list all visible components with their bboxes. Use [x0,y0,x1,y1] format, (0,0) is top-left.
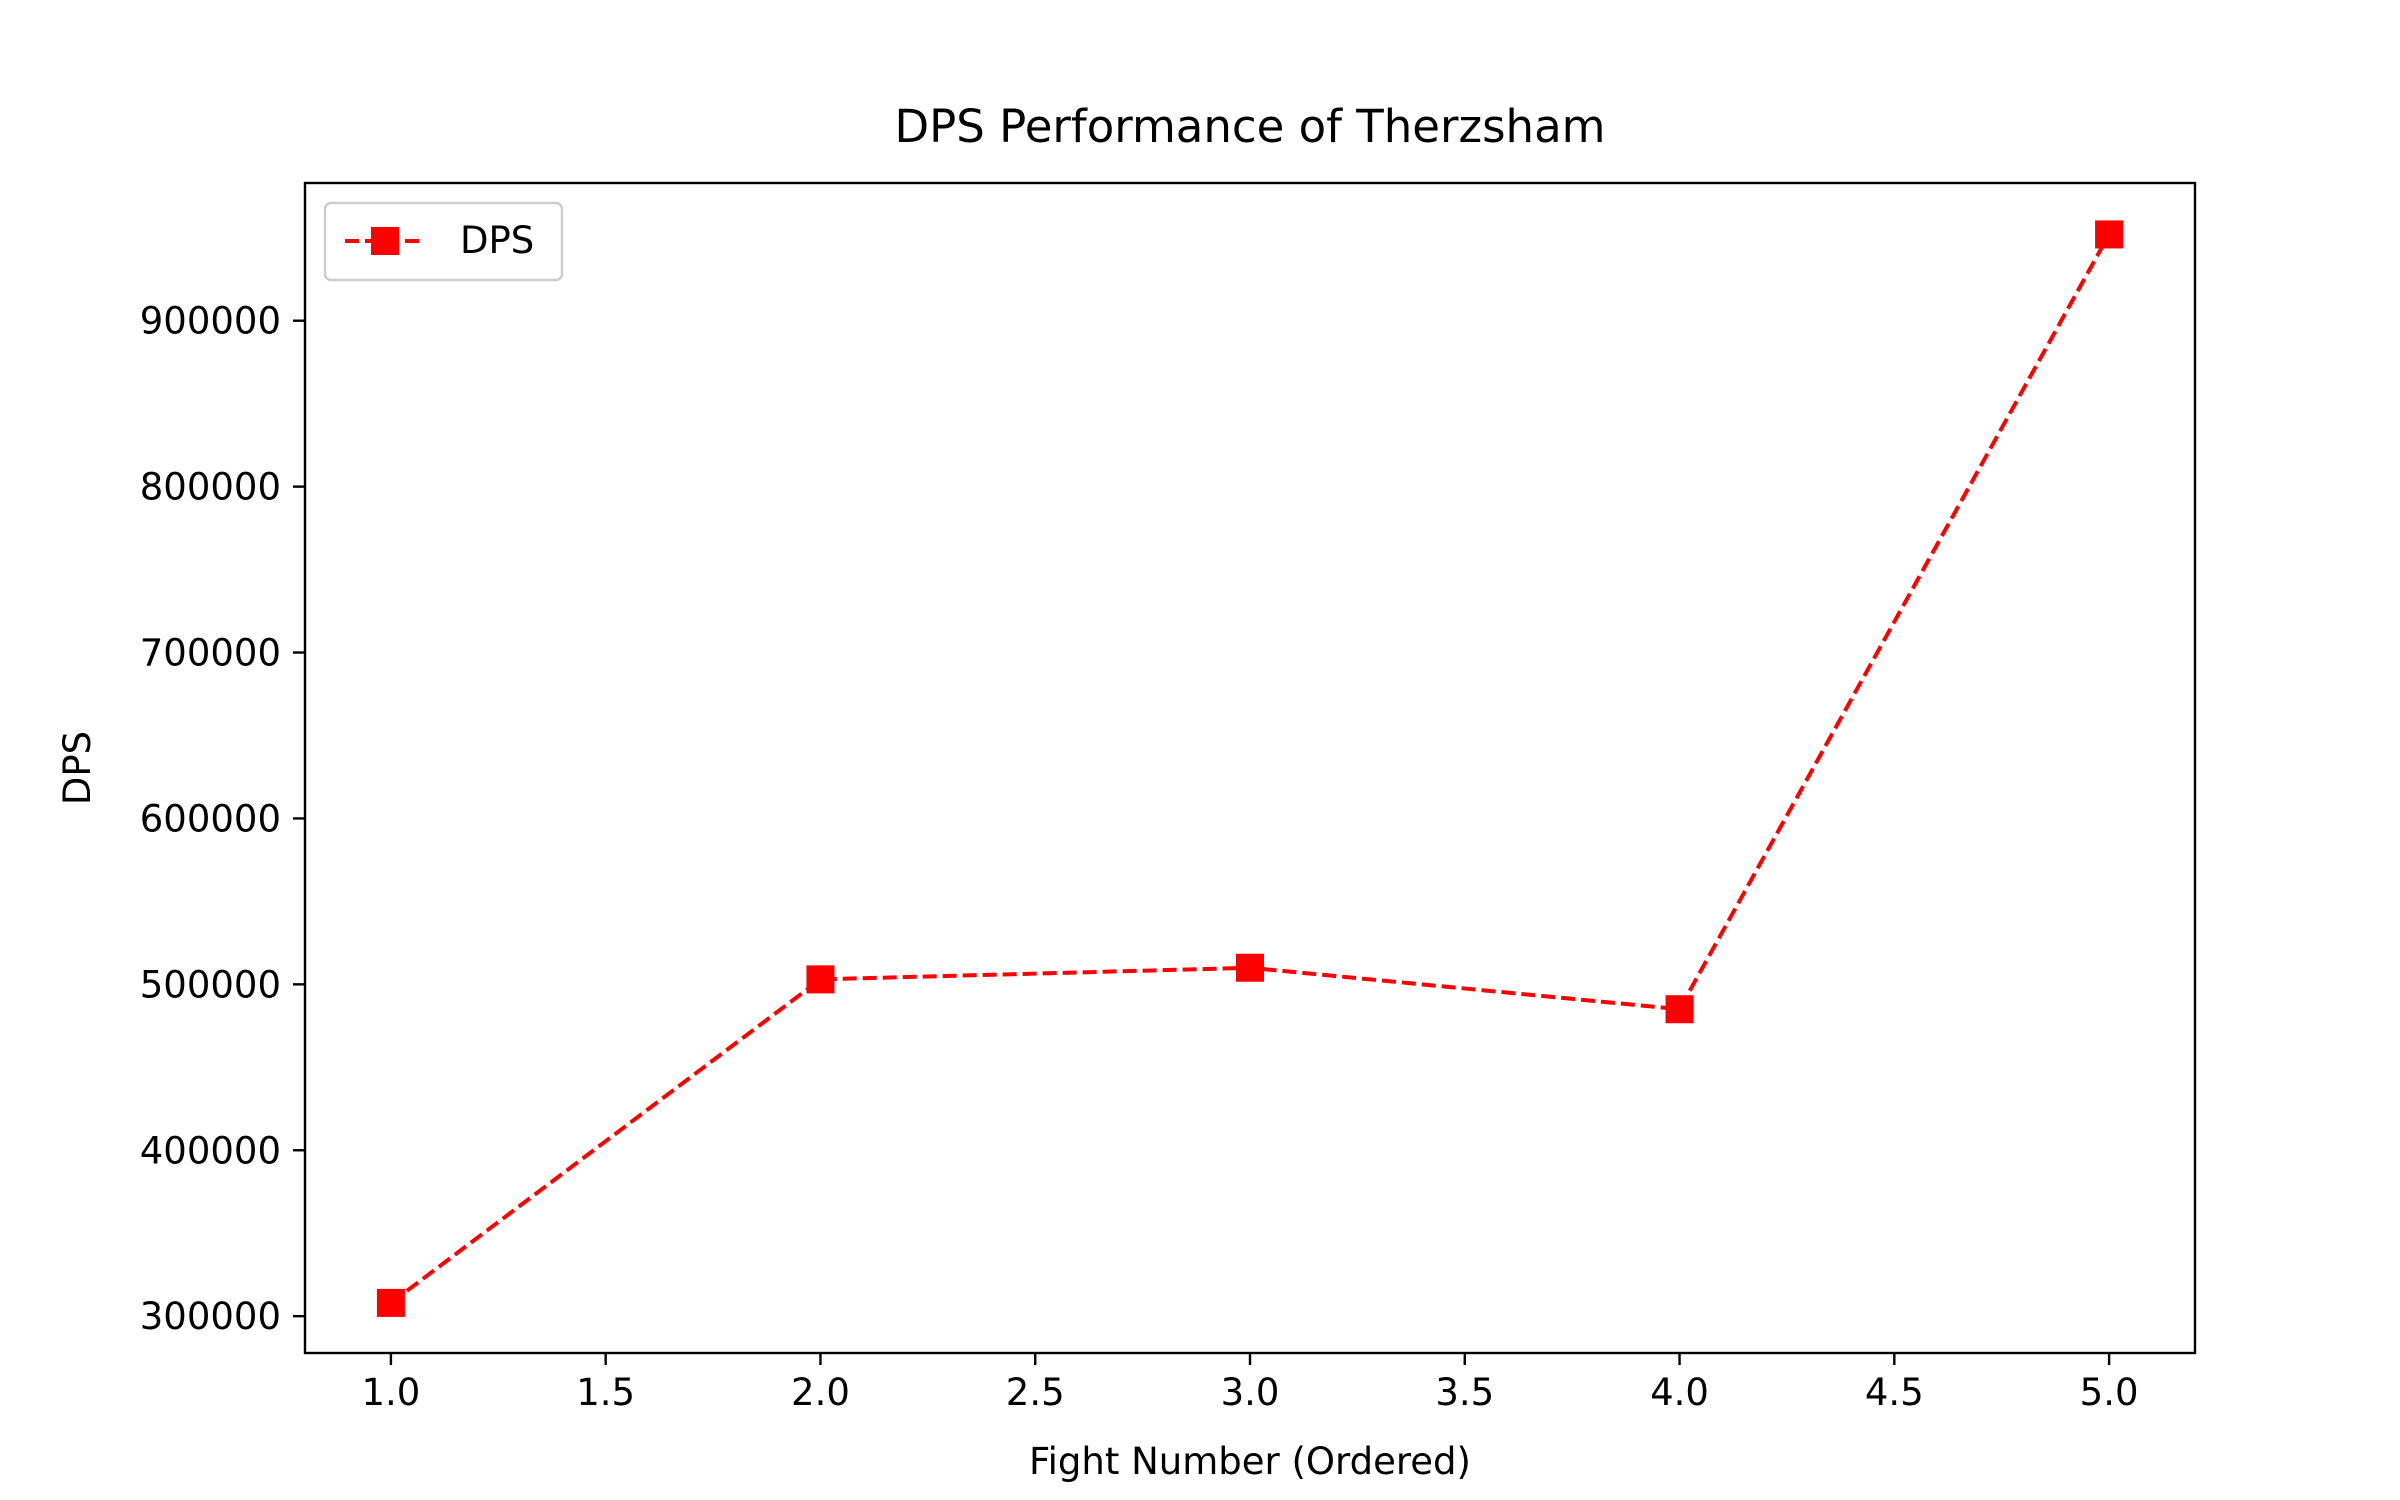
x-tick-label: 3.0 [1221,1371,1280,1414]
x-axis-label: Fight Number (Ordered) [1029,1440,1471,1483]
y-axis-ticks: 300000 400000 500000 600000 700000 800000 9000… [140,300,305,1338]
x-tick-label: 4.0 [1650,1371,1709,1414]
y-tick-label: 300000 [140,1295,281,1338]
y-tick-label: 900000 [140,300,281,343]
data-point-marker [376,1288,405,1317]
plot-area: 1.0 1.5 2.0 2.5 3.0 3.5 4.0 4.5 5.0 300000 400000… [140,181,2197,1414]
y-tick-label: 600000 [140,797,281,840]
data-point-marker [2095,220,2124,249]
y-tick-label: 800000 [140,466,281,509]
y-axis-label: DPS [56,731,99,805]
plot-background [305,183,2195,1353]
data-point-marker [806,965,835,994]
x-tick-label: 5.0 [2080,1371,2139,1414]
legend-marker-square [371,227,399,255]
x-tick-label: 3.5 [1435,1371,1494,1414]
x-tick-label: 2.5 [1006,1371,1065,1414]
chart-title: DPS Performance of Therzsham [895,100,1606,153]
x-tick-label: 4.5 [1865,1371,1924,1414]
x-tick-label: 2.0 [791,1371,850,1414]
x-tick-label: 1.0 [361,1371,420,1414]
data-point-marker [1665,995,1694,1024]
y-tick-label: 400000 [140,1129,281,1172]
x-axis-ticks: 1.0 1.5 2.0 2.5 3.0 3.5 4.0 4.5 5.0 [361,1353,2139,1414]
series-layer [376,220,2124,1317]
legend-box [323,201,564,282]
legend: DPS [323,201,564,282]
x-tick-label: 1.5 [576,1371,635,1414]
y-tick-label: 700000 [140,632,281,675]
data-point-marker [1236,953,1264,982]
plot-frame [303,181,2197,1355]
legend-label: DPS [460,219,534,262]
y-tick-label: 500000 [140,963,281,1006]
